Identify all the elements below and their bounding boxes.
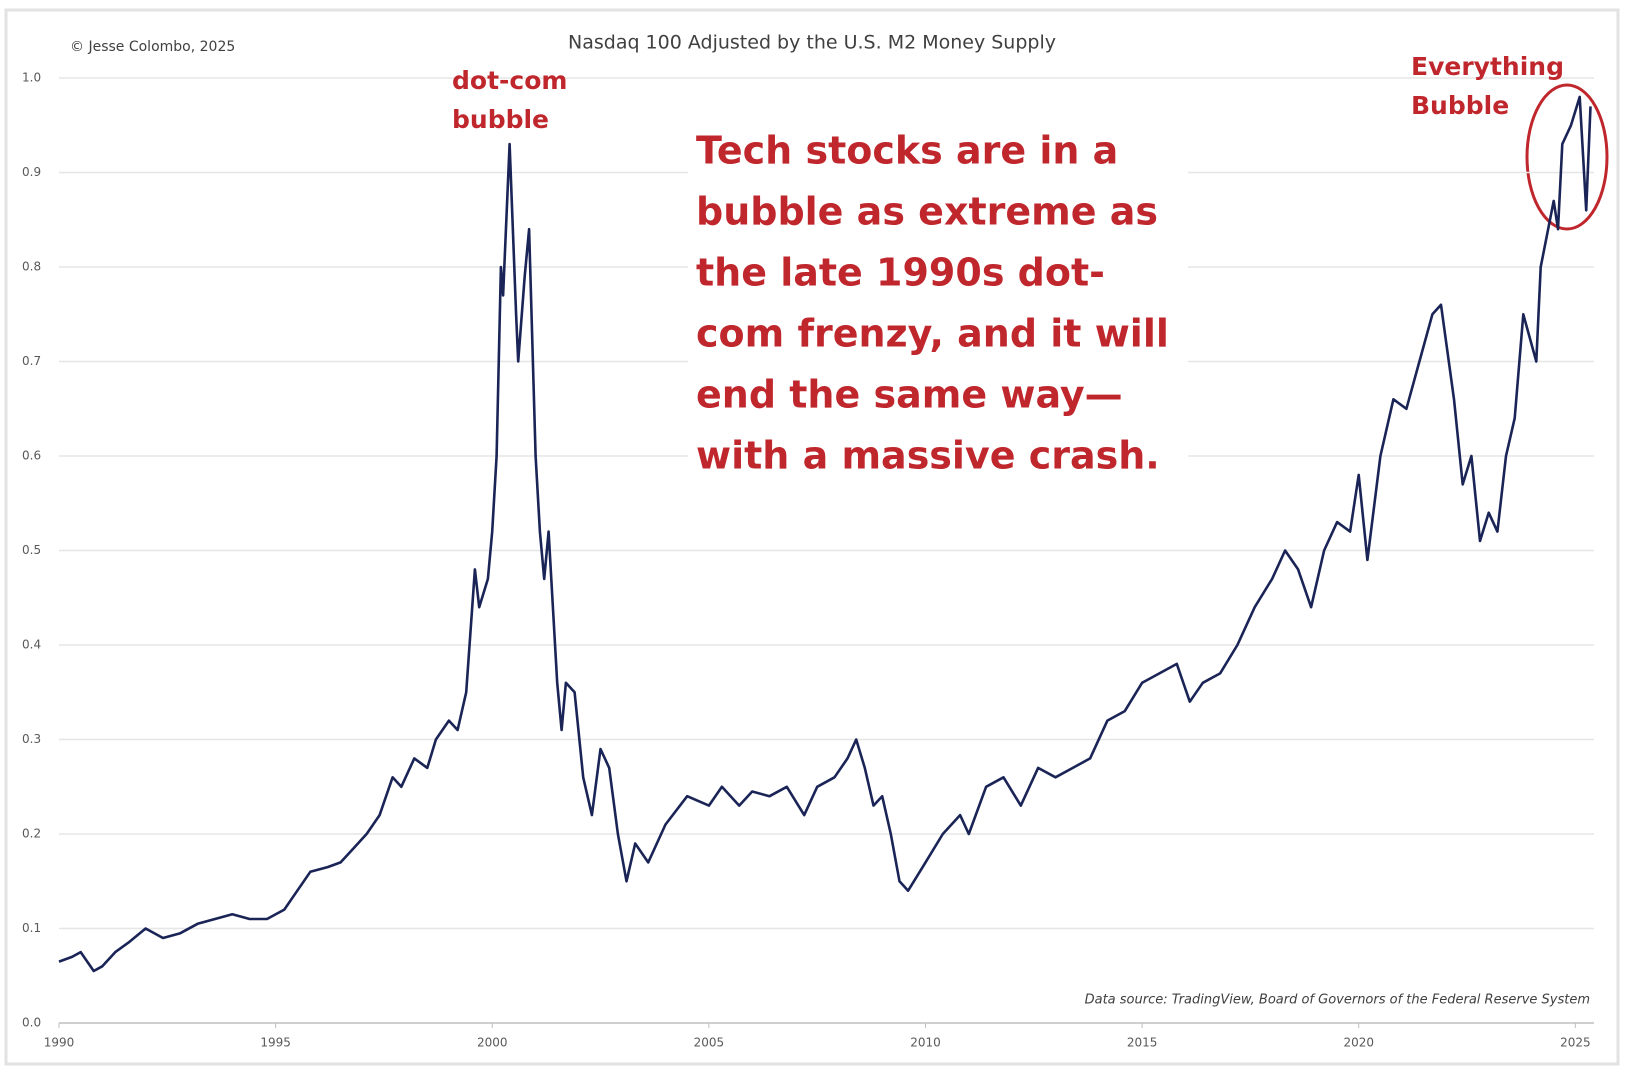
- y-tick-label: 0.8: [22, 260, 41, 274]
- y-tick-label: 0.2: [22, 827, 41, 841]
- annotation: dot-com: [452, 66, 567, 95]
- y-tick-label: 0.3: [22, 732, 41, 746]
- annotation: bubble as extreme as: [696, 190, 1158, 234]
- y-tick-label: 0.0: [22, 1016, 41, 1030]
- annotation: bubble: [452, 105, 549, 134]
- y-tick-label: 0.9: [22, 165, 41, 179]
- credit: © Jesse Colombo, 2025: [70, 39, 235, 55]
- annotation: com frenzy, and it will: [696, 312, 1169, 356]
- x-tick-label: 2005: [694, 1036, 725, 1050]
- x-tick-label: 2010: [910, 1036, 941, 1050]
- x-tick-label: 2000: [477, 1036, 508, 1050]
- x-tick-label: 2015: [1127, 1036, 1158, 1050]
- annotation: end the same way—: [696, 373, 1123, 417]
- x-tick-label: 1990: [44, 1036, 75, 1050]
- source-note: Data source: TradingView, Board of Gover…: [1085, 993, 1590, 1008]
- y-tick-label: 0.7: [22, 354, 41, 368]
- y-tick-label: 0.6: [22, 449, 41, 463]
- y-tick-label: 1.0: [22, 71, 41, 85]
- y-tick-label: 0.5: [22, 543, 41, 557]
- y-tick-label: 0.4: [22, 638, 41, 652]
- annotation: Tech stocks are in a: [696, 129, 1118, 173]
- data-line: [58, 95, 1592, 973]
- annotation-backdrop: [688, 122, 1188, 492]
- annotation: with a massive crash.: [696, 434, 1160, 478]
- annotation: Bubble: [1411, 91, 1509, 120]
- annotation: the late 1990s dot-: [696, 251, 1105, 295]
- x-tick-label: 1995: [260, 1036, 291, 1050]
- chart-title: Nasdaq 100 Adjusted by the U.S. M2 Money…: [568, 32, 1056, 54]
- x-tick-label: 2025: [1560, 1036, 1591, 1050]
- x-tick-label: 2020: [1343, 1036, 1374, 1050]
- highlight-circle: [1525, 83, 1609, 231]
- y-tick-label: 0.1: [22, 921, 41, 935]
- annotation: Everything: [1411, 52, 1564, 81]
